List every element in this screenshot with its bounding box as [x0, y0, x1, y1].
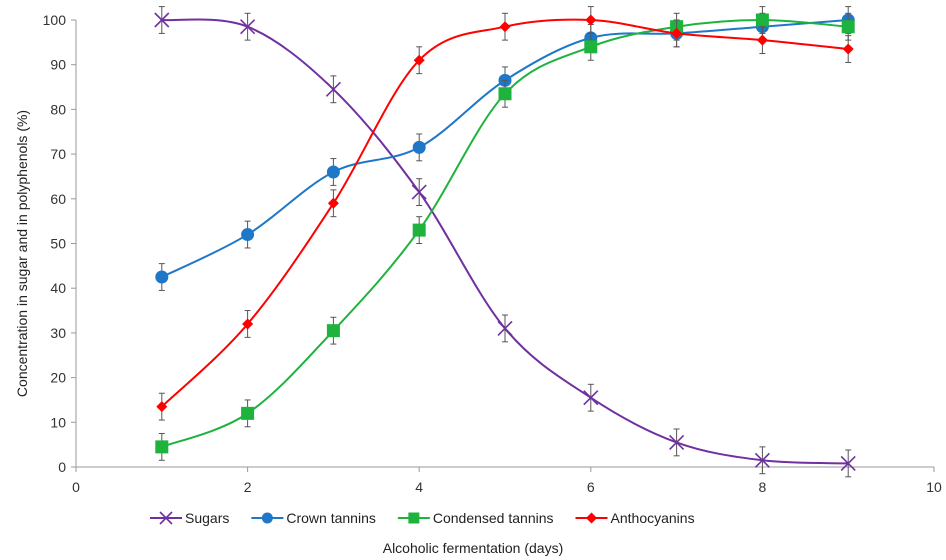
data-point-anthocyanins [413, 54, 425, 66]
x-tick-label: 0 [72, 479, 80, 495]
series-sugars [154, 6, 856, 478]
y-tick-label: 60 [50, 191, 66, 207]
data-point-anthocyanins [327, 197, 339, 209]
legend-marker-sugars [159, 511, 173, 525]
data-point-anthocyanins [842, 43, 854, 55]
y-tick-label: 30 [50, 325, 66, 341]
y-tick-label: 70 [50, 146, 66, 162]
series-line-anthocyanins [161, 18, 849, 408]
legend-marker-condensed-tannins [408, 512, 420, 524]
data-point-condensed-tannins [755, 13, 769, 27]
x-tick-label: 10 [926, 479, 942, 495]
data-point-condensed-tannins [841, 20, 855, 34]
data-point-condensed-tannins [155, 440, 169, 454]
data-point-sugars [240, 19, 256, 35]
data-point-condensed-tannins [326, 324, 340, 338]
x-tick-label: 4 [415, 479, 423, 495]
y-tick-label: 40 [50, 280, 66, 296]
series-line-sugars [161, 18, 849, 465]
data-point-anthocyanins [671, 27, 683, 39]
legend-marker-anthocyanins [586, 512, 598, 524]
legend-label-sugars: Sugars [185, 510, 229, 526]
y-tick-label: 0 [58, 459, 66, 475]
chart-legend: Sugars Crown tannins Condensed tannins Anth… [150, 510, 695, 526]
data-point-sugars [325, 81, 341, 97]
data-point-crown-tannins [155, 270, 169, 284]
data-point-anthocyanins [756, 34, 768, 46]
data-point-sugars [754, 452, 770, 468]
legend-item-sugars: Sugars [150, 510, 229, 526]
y-tick-label: 50 [50, 236, 66, 252]
legend-item-condensed-tannins: Condensed tannins [397, 510, 554, 526]
data-point-sugars [411, 184, 427, 200]
x-tick-label: 2 [244, 479, 252, 495]
series-anthocyanins [156, 6, 854, 421]
legend-label-condensed-tannins: Condensed tannins [433, 510, 554, 526]
data-point-sugars [583, 390, 599, 406]
data-point-sugars [840, 455, 856, 471]
data-point-crown-tannins [412, 140, 426, 154]
data-point-condensed-tannins [412, 223, 426, 237]
legend-item-anthocyanins: Anthocyanins [575, 510, 695, 526]
series-line-crown-tannins [161, 19, 849, 278]
data-point-sugars [154, 12, 170, 28]
data-point-anthocyanins [585, 14, 597, 26]
data-point-sugars [497, 320, 513, 336]
data-point-condensed-tannins [498, 87, 512, 101]
legend-label-anthocyanins: Anthocyanins [611, 510, 695, 526]
y-tick-label: 90 [50, 57, 66, 73]
y-tick-label: 100 [43, 12, 67, 28]
chart-series [154, 6, 856, 478]
data-point-crown-tannins [241, 228, 255, 242]
chart-axes: 0 10 20 30 40 50 60 70 80 90 100 0 2 4 6 8 10 [43, 12, 942, 495]
data-point-condensed-tannins [584, 40, 598, 54]
series-line-condensed-tannins [161, 18, 849, 448]
y-tick-label: 10 [50, 414, 66, 430]
data-point-anthocyanins [156, 401, 168, 413]
data-point-anthocyanins [242, 318, 254, 330]
series-crown-tannins [155, 6, 855, 291]
legend-marker-crown-tannins [261, 512, 273, 524]
legend-item-crown-tannins: Crown tannins [251, 510, 376, 526]
data-point-crown-tannins [326, 165, 340, 179]
data-point-anthocyanins [499, 21, 511, 33]
x-tick-label: 8 [759, 479, 767, 495]
y-axis-title: Concentration in sugar and in polyphenol… [14, 110, 30, 397]
data-point-condensed-tannins [241, 406, 255, 420]
data-point-sugars [669, 434, 685, 450]
legend-label-crown-tannins: Crown tannins [286, 510, 376, 526]
y-tick-label: 80 [50, 101, 66, 117]
x-axis-title: Alcoholic fermentation (days) [383, 540, 564, 556]
y-tick-label: 20 [50, 370, 66, 386]
x-tick-label: 6 [587, 479, 595, 495]
